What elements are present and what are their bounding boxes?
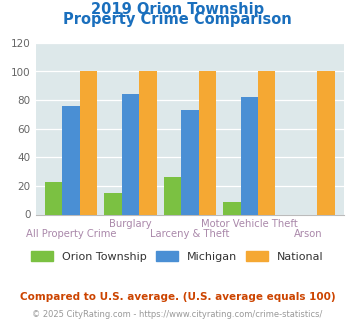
Text: Compared to U.S. average. (U.S. average equals 100): Compared to U.S. average. (U.S. average … [20, 292, 335, 302]
Bar [139, 72, 157, 214]
Bar [122, 94, 139, 214]
Text: Motor Vehicle Theft: Motor Vehicle Theft [201, 219, 298, 229]
Bar [104, 193, 122, 214]
Text: Larceny & Theft: Larceny & Theft [150, 229, 230, 239]
Bar [45, 182, 62, 215]
Text: 2019 Orion Township: 2019 Orion Township [91, 2, 264, 16]
Text: © 2025 CityRating.com - https://www.cityrating.com/crime-statistics/: © 2025 CityRating.com - https://www.city… [32, 310, 323, 319]
Text: Burglary: Burglary [109, 219, 152, 229]
Bar [258, 72, 275, 214]
Bar [80, 72, 97, 214]
Bar [199, 72, 216, 214]
Text: Property Crime Comparison: Property Crime Comparison [63, 12, 292, 26]
Text: All Property Crime: All Property Crime [26, 229, 116, 239]
Legend: Orion Township, Michigan, National: Orion Township, Michigan, National [27, 247, 328, 267]
Bar [317, 72, 335, 214]
Bar [223, 202, 241, 214]
Bar [164, 177, 181, 214]
Text: Arson: Arson [294, 229, 323, 239]
Bar [181, 110, 199, 214]
Bar [241, 97, 258, 214]
Bar [62, 106, 80, 214]
